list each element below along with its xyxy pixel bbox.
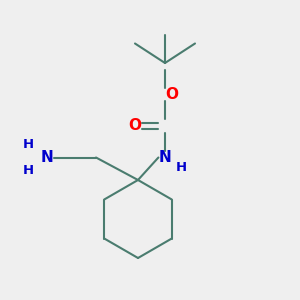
Text: H: H — [23, 137, 34, 151]
Text: O: O — [128, 118, 141, 134]
Text: H: H — [176, 160, 187, 174]
Text: H: H — [23, 164, 34, 178]
Text: N: N — [40, 150, 53, 165]
Text: N: N — [159, 150, 171, 165]
Text: O: O — [165, 87, 178, 102]
